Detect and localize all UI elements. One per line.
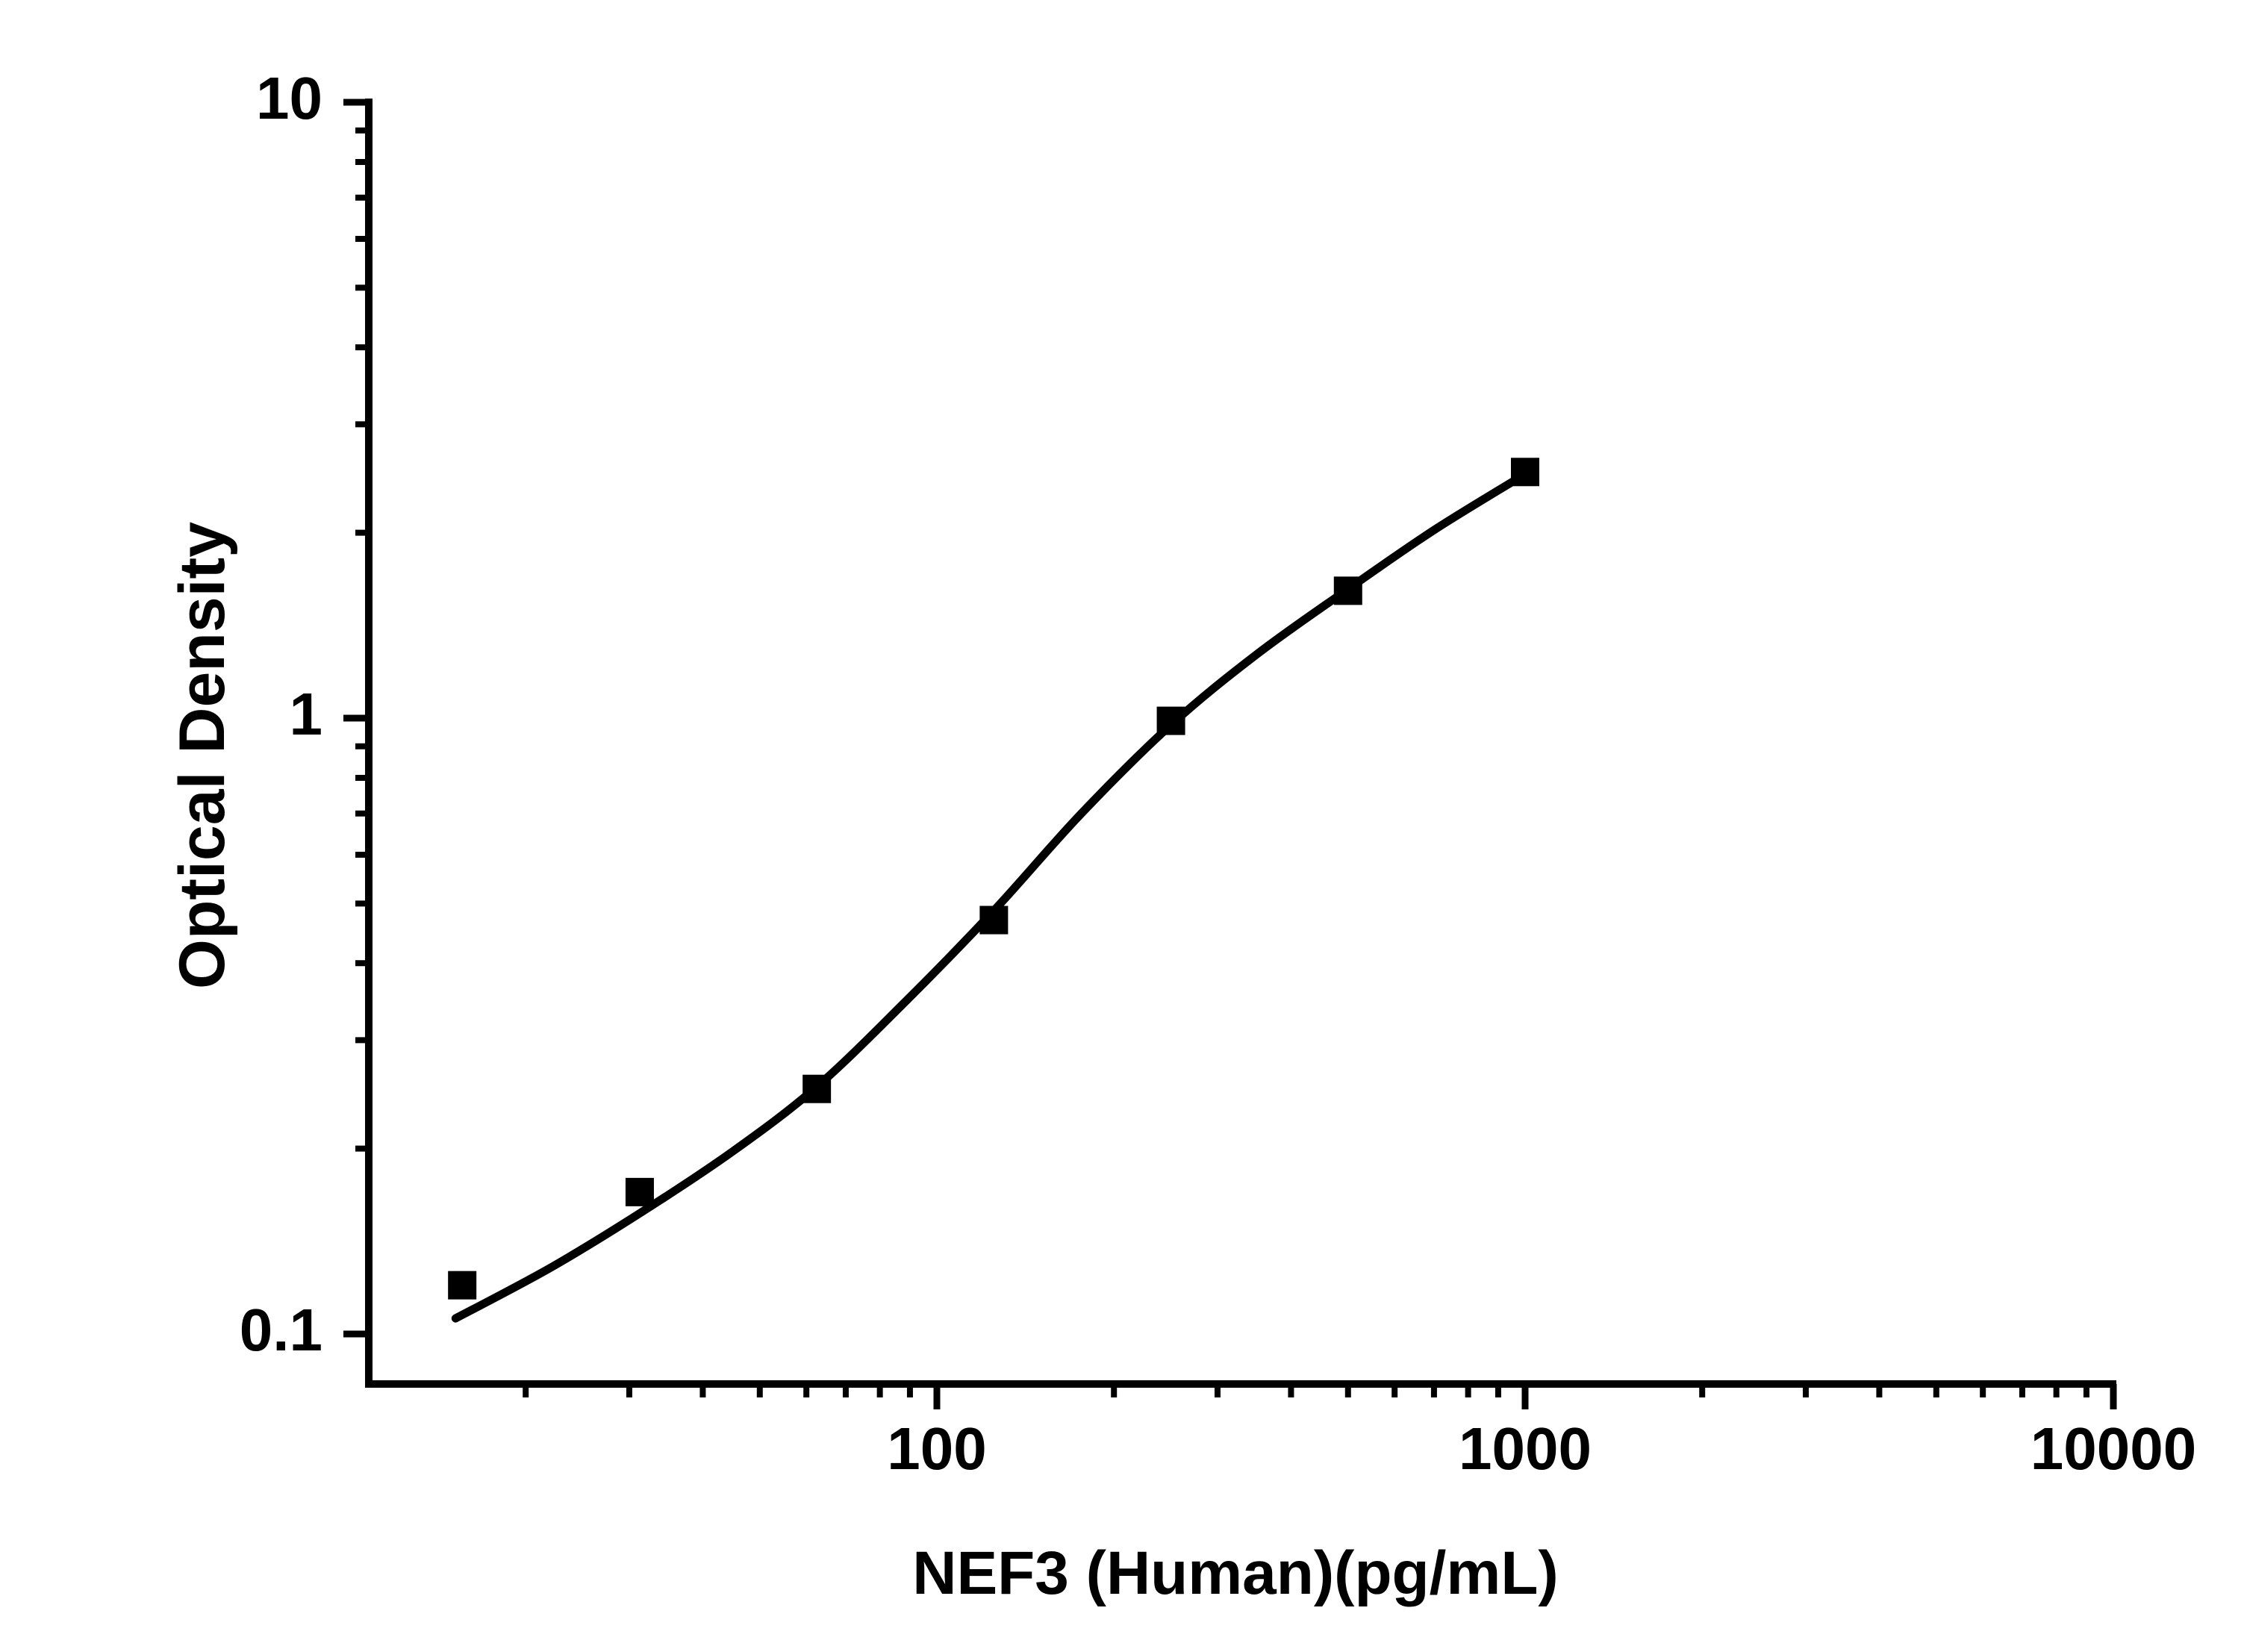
x-axis-title: NEF3 (Human)(pg/mL) (912, 1539, 1558, 1607)
axes: 10 1 0.1 100 1000 10000 (240, 65, 2196, 1482)
x-tick-label: 100 (887, 1415, 986, 1482)
data-point-marker (1333, 576, 1362, 605)
y-tick-label: 0.1 (240, 1297, 322, 1363)
data-point-marker (979, 906, 1009, 935)
series (448, 458, 1539, 1323)
x-tick-label: 10000 (2030, 1415, 2196, 1482)
data-point-marker (802, 1074, 832, 1103)
x-tick-label: 1000 (1459, 1415, 1592, 1482)
data-point-marker (1511, 458, 1539, 487)
fit-curve (451, 470, 1530, 1323)
data-point-marker (625, 1177, 654, 1206)
y-axis-title: Optical Density (166, 522, 238, 989)
y-tick-label: 10 (256, 65, 322, 131)
data-point-marker (448, 1271, 477, 1300)
y-tick-label: 1 (290, 681, 323, 747)
data-point-marker (1156, 706, 1185, 735)
